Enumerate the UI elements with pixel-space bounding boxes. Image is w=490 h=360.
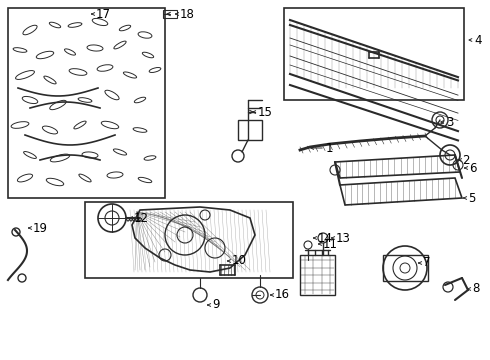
Bar [85,202,293,278]
Text: 10: 10 [232,255,247,267]
Text: 12: 12 [134,212,149,225]
Text: 4: 4 [474,33,482,46]
Text: 17: 17 [96,8,111,21]
Bar [8,8,165,198]
Text: 2: 2 [462,153,469,166]
Text: 6: 6 [469,162,476,175]
Text: 16: 16 [275,288,290,302]
Text: 7: 7 [423,256,431,270]
Text: 5: 5 [468,192,475,204]
Text: 3: 3 [446,116,453,129]
Text: 11: 11 [323,238,338,251]
Text: 1: 1 [326,141,334,154]
Bar [163,10,177,18]
Text: 14: 14 [318,231,333,244]
Text: 19: 19 [33,221,48,234]
Bar [284,8,464,100]
Text: 8: 8 [472,283,479,296]
Text: 15: 15 [258,105,273,118]
Text: 13: 13 [336,231,351,244]
Text: 18: 18 [180,8,195,21]
Text: 9: 9 [212,298,220,311]
